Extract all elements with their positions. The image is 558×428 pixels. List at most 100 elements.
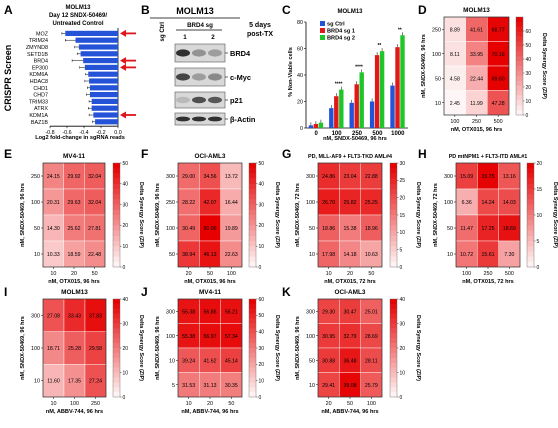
panel-g-colorbar-segment	[390, 241, 397, 247]
panel-g-colorbar-tick-label: 20	[400, 195, 406, 201]
panel-f-cell-value: 19.89	[225, 226, 238, 232]
panel-k-colorbar-segment	[390, 303, 397, 310]
panel-d-colorbar-segment	[516, 51, 523, 57]
panel-a-category-label: TRIM24	[29, 38, 48, 44]
panel-d-cell-value: 70.16	[492, 52, 505, 58]
panel-h-heatmap: PD mtNPM1 + FLT3-ITD AML#1 15.09 19.75 13.1…	[433, 154, 558, 285]
panel-c-ytick-label: 20	[297, 100, 303, 106]
panel-k-cell-value: 32.79	[344, 334, 357, 340]
panel-c-ytick-label: 40	[297, 73, 303, 79]
panel-e-colorbar-segment	[113, 246, 120, 252]
panel-f-cell-value: 22.63	[225, 252, 238, 258]
panel-e-colorbar-segment	[113, 204, 120, 211]
panel-i-cell-value: 27.08	[47, 313, 60, 319]
panel-j-cell-value: 41.62	[204, 358, 217, 364]
panel-e-colorbar-segment	[113, 199, 120, 205]
panel-a-xtick-label: 0.0	[114, 130, 122, 136]
panel-f-colorbar-segment	[249, 183, 256, 190]
panel-b-band	[192, 96, 206, 104]
panel-a-xtick-label: -0.8	[45, 130, 54, 136]
panel-h-colorbar-segment	[527, 256, 534, 263]
panel-j-cell-value: 45.14	[225, 358, 238, 364]
panel-f-colorbar-tick-label: 20	[259, 223, 265, 229]
panel-j-cell-value: 56.21	[225, 309, 238, 315]
panel-f-colorbar-tick-label: 40	[259, 182, 265, 188]
panel-c-legend-swatch	[320, 28, 325, 33]
panel-j-colorbar-segment	[249, 357, 256, 363]
panel-k-cell-value: 30.95	[322, 334, 335, 340]
panel-j-xtick-label: 20	[207, 401, 213, 407]
panel-a-arrow-head	[120, 57, 126, 65]
panel-i-heatmap: MOLM13 27.08 33.43 37.83 18.71 25.28 29.58 11.6…	[20, 289, 144, 415]
panel-j-colorbar-segment	[249, 313, 256, 319]
panel-d-colorbar-segment	[516, 80, 523, 86]
panel-i-xtick-label: 100	[70, 401, 79, 407]
panel-d-ylabel: nM, SNDX-50469, 96 hrs	[421, 34, 427, 98]
panel-i-cell-value: 29.58	[89, 346, 102, 352]
panel-i-ytick-label: 300	[31, 313, 40, 319]
panel-f-ytick-label: 300	[166, 174, 175, 180]
panel-g-colorbar-segment	[390, 225, 397, 231]
panel-h-colorbar-segment	[527, 178, 534, 185]
panel-g-ylabel: nM, SNDX-50469, 72 hrs	[295, 183, 301, 247]
panel-h-colorbar-segment	[527, 235, 534, 242]
panel-letter-c: C	[282, 3, 291, 17]
panel-j-colorbar-segment	[249, 308, 256, 314]
panel-j-colorbar-segment	[249, 328, 256, 334]
panel-c-ytick-label: 80	[297, 20, 303, 26]
panel-g-ytick-label: 100	[306, 200, 315, 206]
panel-a-bar	[91, 105, 118, 111]
panel-h-colorbar-segment	[527, 189, 534, 195]
panel-f-colorbar-segment	[249, 251, 256, 257]
panel-g-cell-value: 23.04	[344, 174, 357, 180]
panel-letter-b: B	[141, 3, 150, 17]
panel-f-colorbar-segment	[249, 241, 256, 247]
panel-c-significance-label: **	[398, 27, 402, 33]
panel-a-arrow-icon	[120, 29, 136, 37]
panel-h-cell-value: 6.36	[462, 200, 472, 206]
panel-g-colorbar-segment	[390, 189, 397, 195]
panel-d-colorbar-segment	[516, 110, 523, 116]
panel-k-colorbar-segment	[390, 362, 397, 368]
panel-c-bar	[313, 124, 319, 128]
panel-d-colorbar-segment	[516, 105, 523, 111]
panel-c-legend-swatch	[320, 35, 325, 40]
panel-h-colorbar-segment	[527, 168, 534, 174]
panel-i-ylabel: nM, SNDX-50469, 96 hrs	[20, 316, 26, 380]
panel-i-colorbar-tick-label: 20	[123, 346, 129, 352]
panel-i-colorbar-segment	[113, 377, 120, 383]
panel-i-ytick-label: 100	[31, 346, 40, 352]
panel-a-category-label: ZMYND8	[26, 45, 48, 51]
panel-letter-j: J	[141, 285, 148, 299]
panel-e-cell-value: 20.31	[47, 200, 60, 206]
panel-g-colorbar-tick-label: 10	[400, 230, 406, 236]
panel-g-xlabel: nM, OTX015, 72 hrs	[324, 279, 376, 285]
panel-g-colorbar-tick-label: 5	[400, 247, 403, 253]
panel-k-xtick-label: 20	[326, 401, 332, 407]
panel-e-colorbar-tick-label: 30	[123, 202, 129, 208]
panel-i-cell-value: 37.83	[89, 313, 102, 319]
panel-h-colorbar-segment	[527, 251, 534, 257]
panel-k-ytick-label: 300	[306, 309, 315, 315]
panel-k-colorbar-segment	[390, 343, 397, 349]
panel-g-cell-value: 25.82	[344, 200, 357, 206]
panel-e-colorbar-segment	[113, 256, 120, 263]
panel-c-category-label: 250	[352, 131, 363, 137]
panel-e-colorbar-segment	[113, 168, 120, 174]
panel-e-cell-value: 18.59	[68, 252, 81, 258]
panel-d-heatmap: MOLM13 8.89 41.61 68.77 8.11 33.95 70.16 4.58 22…	[421, 7, 547, 133]
panel-j-colorbar-segment	[249, 318, 256, 324]
panel-g-cell-value: 24.86	[322, 174, 335, 180]
panel-f-colorbar-segment	[249, 204, 256, 211]
panel-j-colorbar-tick-label: 20	[259, 362, 265, 368]
panel-i-colorbar-segment	[113, 392, 120, 398]
panel-b-band	[208, 73, 222, 81]
panel-d-cell-value: 22.44	[470, 76, 483, 82]
panel-e-colorbar-tick-label: 20	[123, 223, 129, 229]
panel-k-colorbar-segment	[390, 338, 397, 344]
panel-a-arrow-icon	[120, 111, 136, 119]
panel-k-colorbar-segment	[390, 392, 397, 398]
panel-d-xlabel: nM, OTX015, 96 hrs	[451, 127, 503, 133]
panel-e-cell-value: 29.63	[68, 200, 81, 206]
panel-h-colorbar-tick-label: 15	[537, 187, 543, 193]
